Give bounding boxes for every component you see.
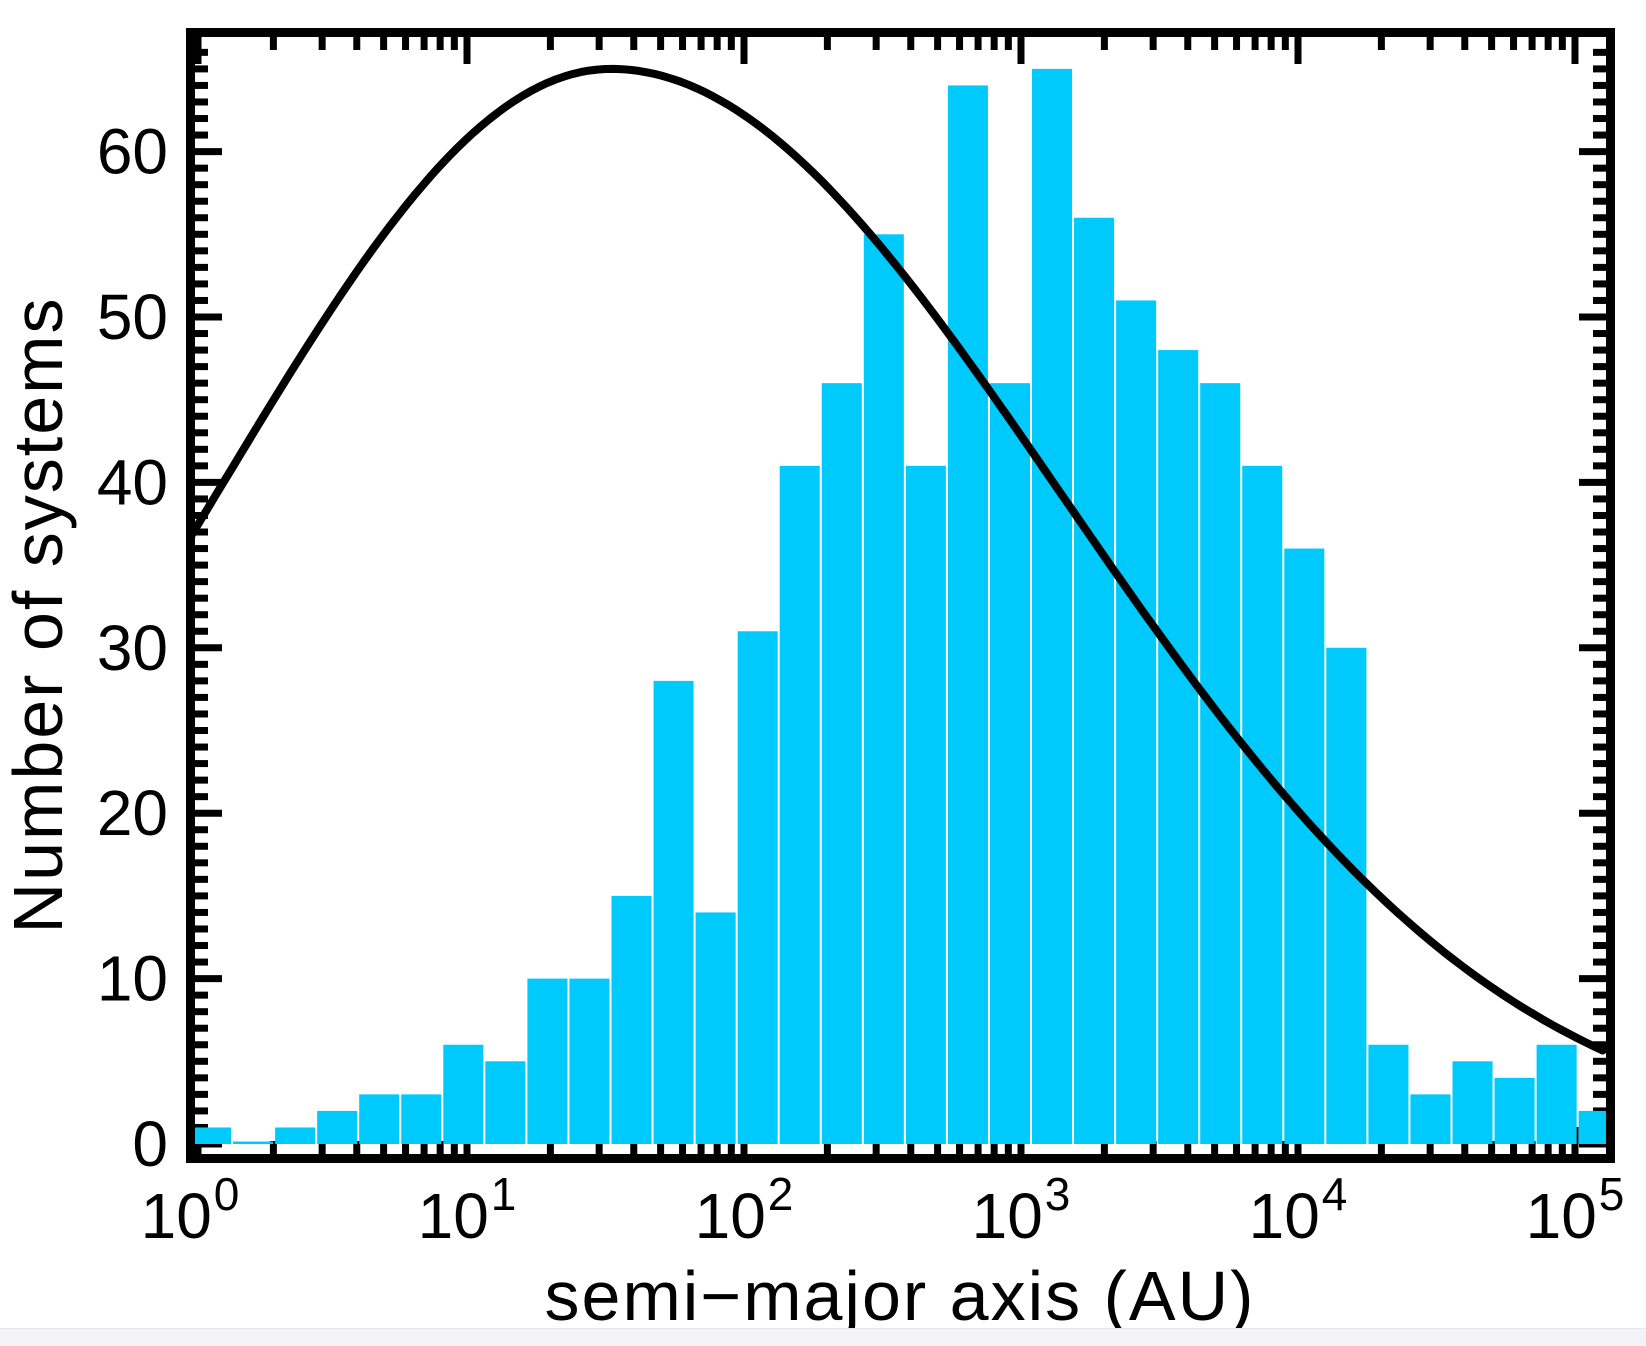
y-tick-label: 20 — [97, 777, 168, 849]
histogram-bars — [191, 68, 1606, 1145]
histogram-bar — [695, 912, 736, 1144]
histogram-bar — [1116, 300, 1157, 1145]
histogram-bar — [1536, 1044, 1577, 1144]
histogram-bar — [527, 978, 568, 1144]
y-axis-title: Number of systems — [0, 296, 77, 934]
top-spine — [186, 28, 1615, 37]
x-tick-label: 105 — [1526, 1168, 1625, 1252]
histogram-bar — [569, 978, 610, 1144]
histogram-bar — [1452, 1061, 1493, 1144]
histogram-bar — [821, 383, 862, 1144]
y-tick-labels: 0 10 20 30 40 50 60 — [97, 116, 168, 1180]
x-tick-label: 104 — [1249, 1168, 1348, 1252]
histogram-bar — [1578, 1110, 1606, 1144]
x-tick-label: 100 — [141, 1168, 240, 1252]
histogram-bar — [737, 631, 778, 1144]
histogram-bar — [1032, 68, 1073, 1144]
y-tick-label: 30 — [97, 612, 168, 684]
histogram-bar — [275, 1127, 316, 1144]
histogram-bar — [1284, 548, 1325, 1144]
model-distribution-curve — [186, 64, 1607, 1055]
histogram-bar — [611, 895, 652, 1144]
x-tick-labels: 100 101 102 103 104 105 — [141, 1168, 1625, 1252]
histogram-bar — [233, 1141, 274, 1144]
histogram-bar — [443, 1044, 484, 1144]
histogram-bar — [1326, 647, 1367, 1144]
y-tick-label: 40 — [97, 446, 168, 518]
x-tick-label: 102 — [695, 1168, 794, 1252]
histogram-bar — [359, 1094, 400, 1144]
histogram-bar — [191, 1127, 232, 1144]
histogram-bar — [989, 383, 1030, 1144]
histogram-bar — [1410, 1094, 1451, 1144]
histogram-bar — [1200, 383, 1241, 1144]
x-tick-label: 103 — [972, 1168, 1071, 1252]
histogram-bar — [905, 465, 946, 1144]
y-tick-label: 60 — [97, 116, 168, 188]
histogram-bar — [1074, 217, 1115, 1144]
right-spine — [1606, 28, 1615, 1163]
bottom-spine — [186, 1154, 1615, 1163]
x-tick-label: 101 — [418, 1168, 517, 1252]
histogram-bar — [947, 85, 988, 1145]
histogram-bar — [1158, 350, 1199, 1145]
histogram-bar — [779, 465, 820, 1144]
axis-spines — [186, 28, 1615, 1163]
histogram-bar — [1242, 465, 1283, 1144]
histogram-bar — [1494, 1077, 1535, 1144]
histogram-bar — [1368, 1044, 1409, 1144]
histogram-bar — [653, 680, 694, 1144]
window-bottom-strip — [0, 1328, 1646, 1346]
y-tick-label: 50 — [97, 281, 168, 353]
histogram-bar — [485, 1061, 526, 1144]
histogram-bar — [317, 1110, 358, 1144]
x-axis-title: semi−major axis (AU) — [544, 1257, 1256, 1335]
y-tick-label: 0 — [132, 1108, 168, 1180]
histogram-bar — [401, 1094, 442, 1144]
left-spine — [186, 28, 195, 1163]
y-tick-label: 10 — [97, 943, 168, 1015]
histogram-bar — [863, 234, 904, 1145]
